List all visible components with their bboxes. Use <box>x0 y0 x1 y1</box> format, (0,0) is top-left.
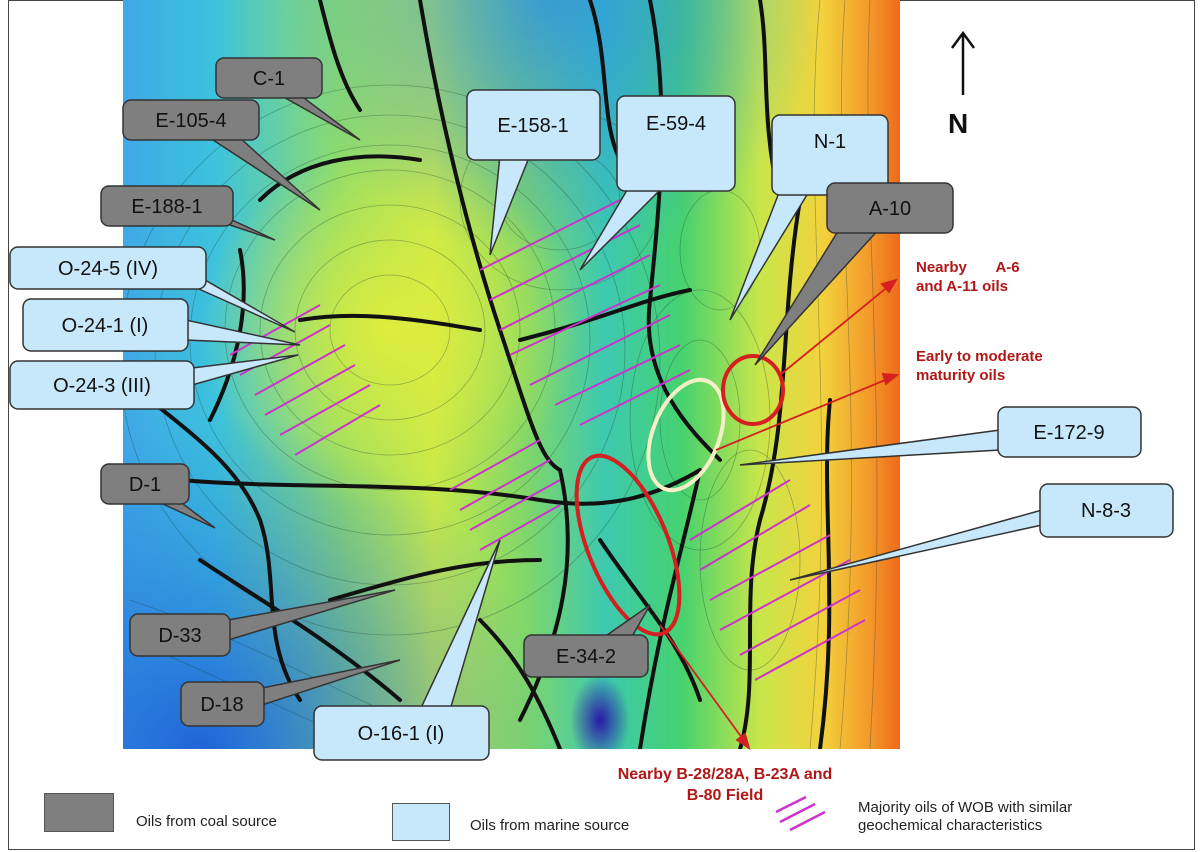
callout-E-172-9[interactable]: E-172-9 <box>739 406 1142 466</box>
callout-O-24-1[interactable]: O-24-1 (I) <box>22 298 301 352</box>
callout-D-18[interactable]: D-18 <box>180 659 401 727</box>
callout-A-10[interactable]: A-10 <box>754 182 954 366</box>
north-label: N <box>948 108 969 139</box>
legend-coal-swatch <box>44 793 114 832</box>
callout-label-O-24-3: O-24-3 (III) <box>53 375 151 397</box>
callout-label-E-158-1: E-158-1 <box>497 115 568 137</box>
legend-hatch-label-line1: Majority oils of WOB with similar <box>858 799 1073 816</box>
callout-E-188-1[interactable]: E-188-1 <box>100 185 276 241</box>
callout-N-1[interactable]: N-1 <box>729 114 889 321</box>
callout-E-34-2[interactable]: E-34-2 <box>523 604 651 678</box>
callout-label-E-34-2: E-34-2 <box>556 646 616 668</box>
callout-label-C-1: C-1 <box>253 68 285 90</box>
callout-label-N-8-3: N-8-3 <box>1081 500 1131 522</box>
callout-label-D-1: D-1 <box>129 474 161 496</box>
note-nearby-a-line2: and A-11 oils <box>916 278 1008 295</box>
callout-label-N-1: N-1 <box>814 131 846 153</box>
callout-D-1[interactable]: D-1 <box>100 463 216 529</box>
callout-label-E-59-4: E-59-4 <box>646 113 706 135</box>
note-nearby-a: Nearby A-6 and A-11 oils <box>916 258 1020 296</box>
note-maturity-line2: maturity oils <box>916 367 1006 384</box>
callout-label-E-188-1: E-188-1 <box>131 196 202 218</box>
hatch-zones <box>229 199 866 681</box>
arrow-up-icon <box>950 30 976 95</box>
callout-C-1[interactable]: C-1 <box>215 57 361 141</box>
callout-D-33[interactable]: D-33 <box>129 589 396 657</box>
legend-hatch-label-line2: geochemical characteristics <box>858 817 1043 834</box>
callout-E-158-1[interactable]: E-158-1 <box>466 89 601 256</box>
callout-label-A-10: A-10 <box>869 198 911 220</box>
note-maturity-line1: Early to moderate <box>916 348 1043 365</box>
legend-marine-swatch <box>392 803 450 841</box>
callout-N-8-3[interactable]: N-8-3 <box>789 483 1174 581</box>
callout-label-O-24-5: O-24-5 (IV) <box>58 258 158 280</box>
callout-label-E-172-9: E-172-9 <box>1033 422 1104 444</box>
note-nearby-b-line1: Nearby B-28/28A, B-23A and <box>617 766 833 783</box>
callout-label-E-105-4: E-105-4 <box>155 110 226 132</box>
cream-ellipse <box>646 377 726 493</box>
callout-label-O-24-1: O-24-1 (I) <box>62 315 149 337</box>
callout-layer: C-1 E-105-4 E-188-1 O-24-5 (IV) O-24-1 (… <box>9 57 1174 761</box>
callout-E-59-4[interactable]: E-59-4 <box>579 95 736 271</box>
callout-E-105-4[interactable]: E-105-4 <box>122 99 321 211</box>
red-ellipse-north <box>721 354 785 426</box>
red-ellipse-south <box>574 453 682 637</box>
note-nearby-b-line2: B-80 Field <box>686 787 764 804</box>
hatch-legend-icon <box>775 795 826 832</box>
legend-marine-label: Oils from marine source <box>470 817 630 834</box>
legend-hatch-label: Majority oils of WOB with similar geoche… <box>858 799 1072 835</box>
callout-label-D-18: D-18 <box>200 694 243 716</box>
callout-O-16-1[interactable]: O-16-1 (I) <box>313 539 501 761</box>
callout-label-D-33: D-33 <box>158 625 201 647</box>
legend-coal-label: Oils from coal source <box>136 813 277 830</box>
note-nearby-b: Nearby B-28/28A, B-23A and B-80 Field <box>560 764 890 806</box>
note-maturity: Early to moderate maturity oils <box>916 347 1043 385</box>
callout-O-24-3[interactable]: O-24-3 (III) <box>9 354 299 410</box>
callout-O-24-5[interactable]: O-24-5 (IV) <box>9 246 296 333</box>
callout-label-O-16-1: O-16-1 (I) <box>358 723 445 745</box>
red-arrows <box>659 278 900 751</box>
note-nearby-a-line1: Nearby A-6 <box>916 259 1020 276</box>
